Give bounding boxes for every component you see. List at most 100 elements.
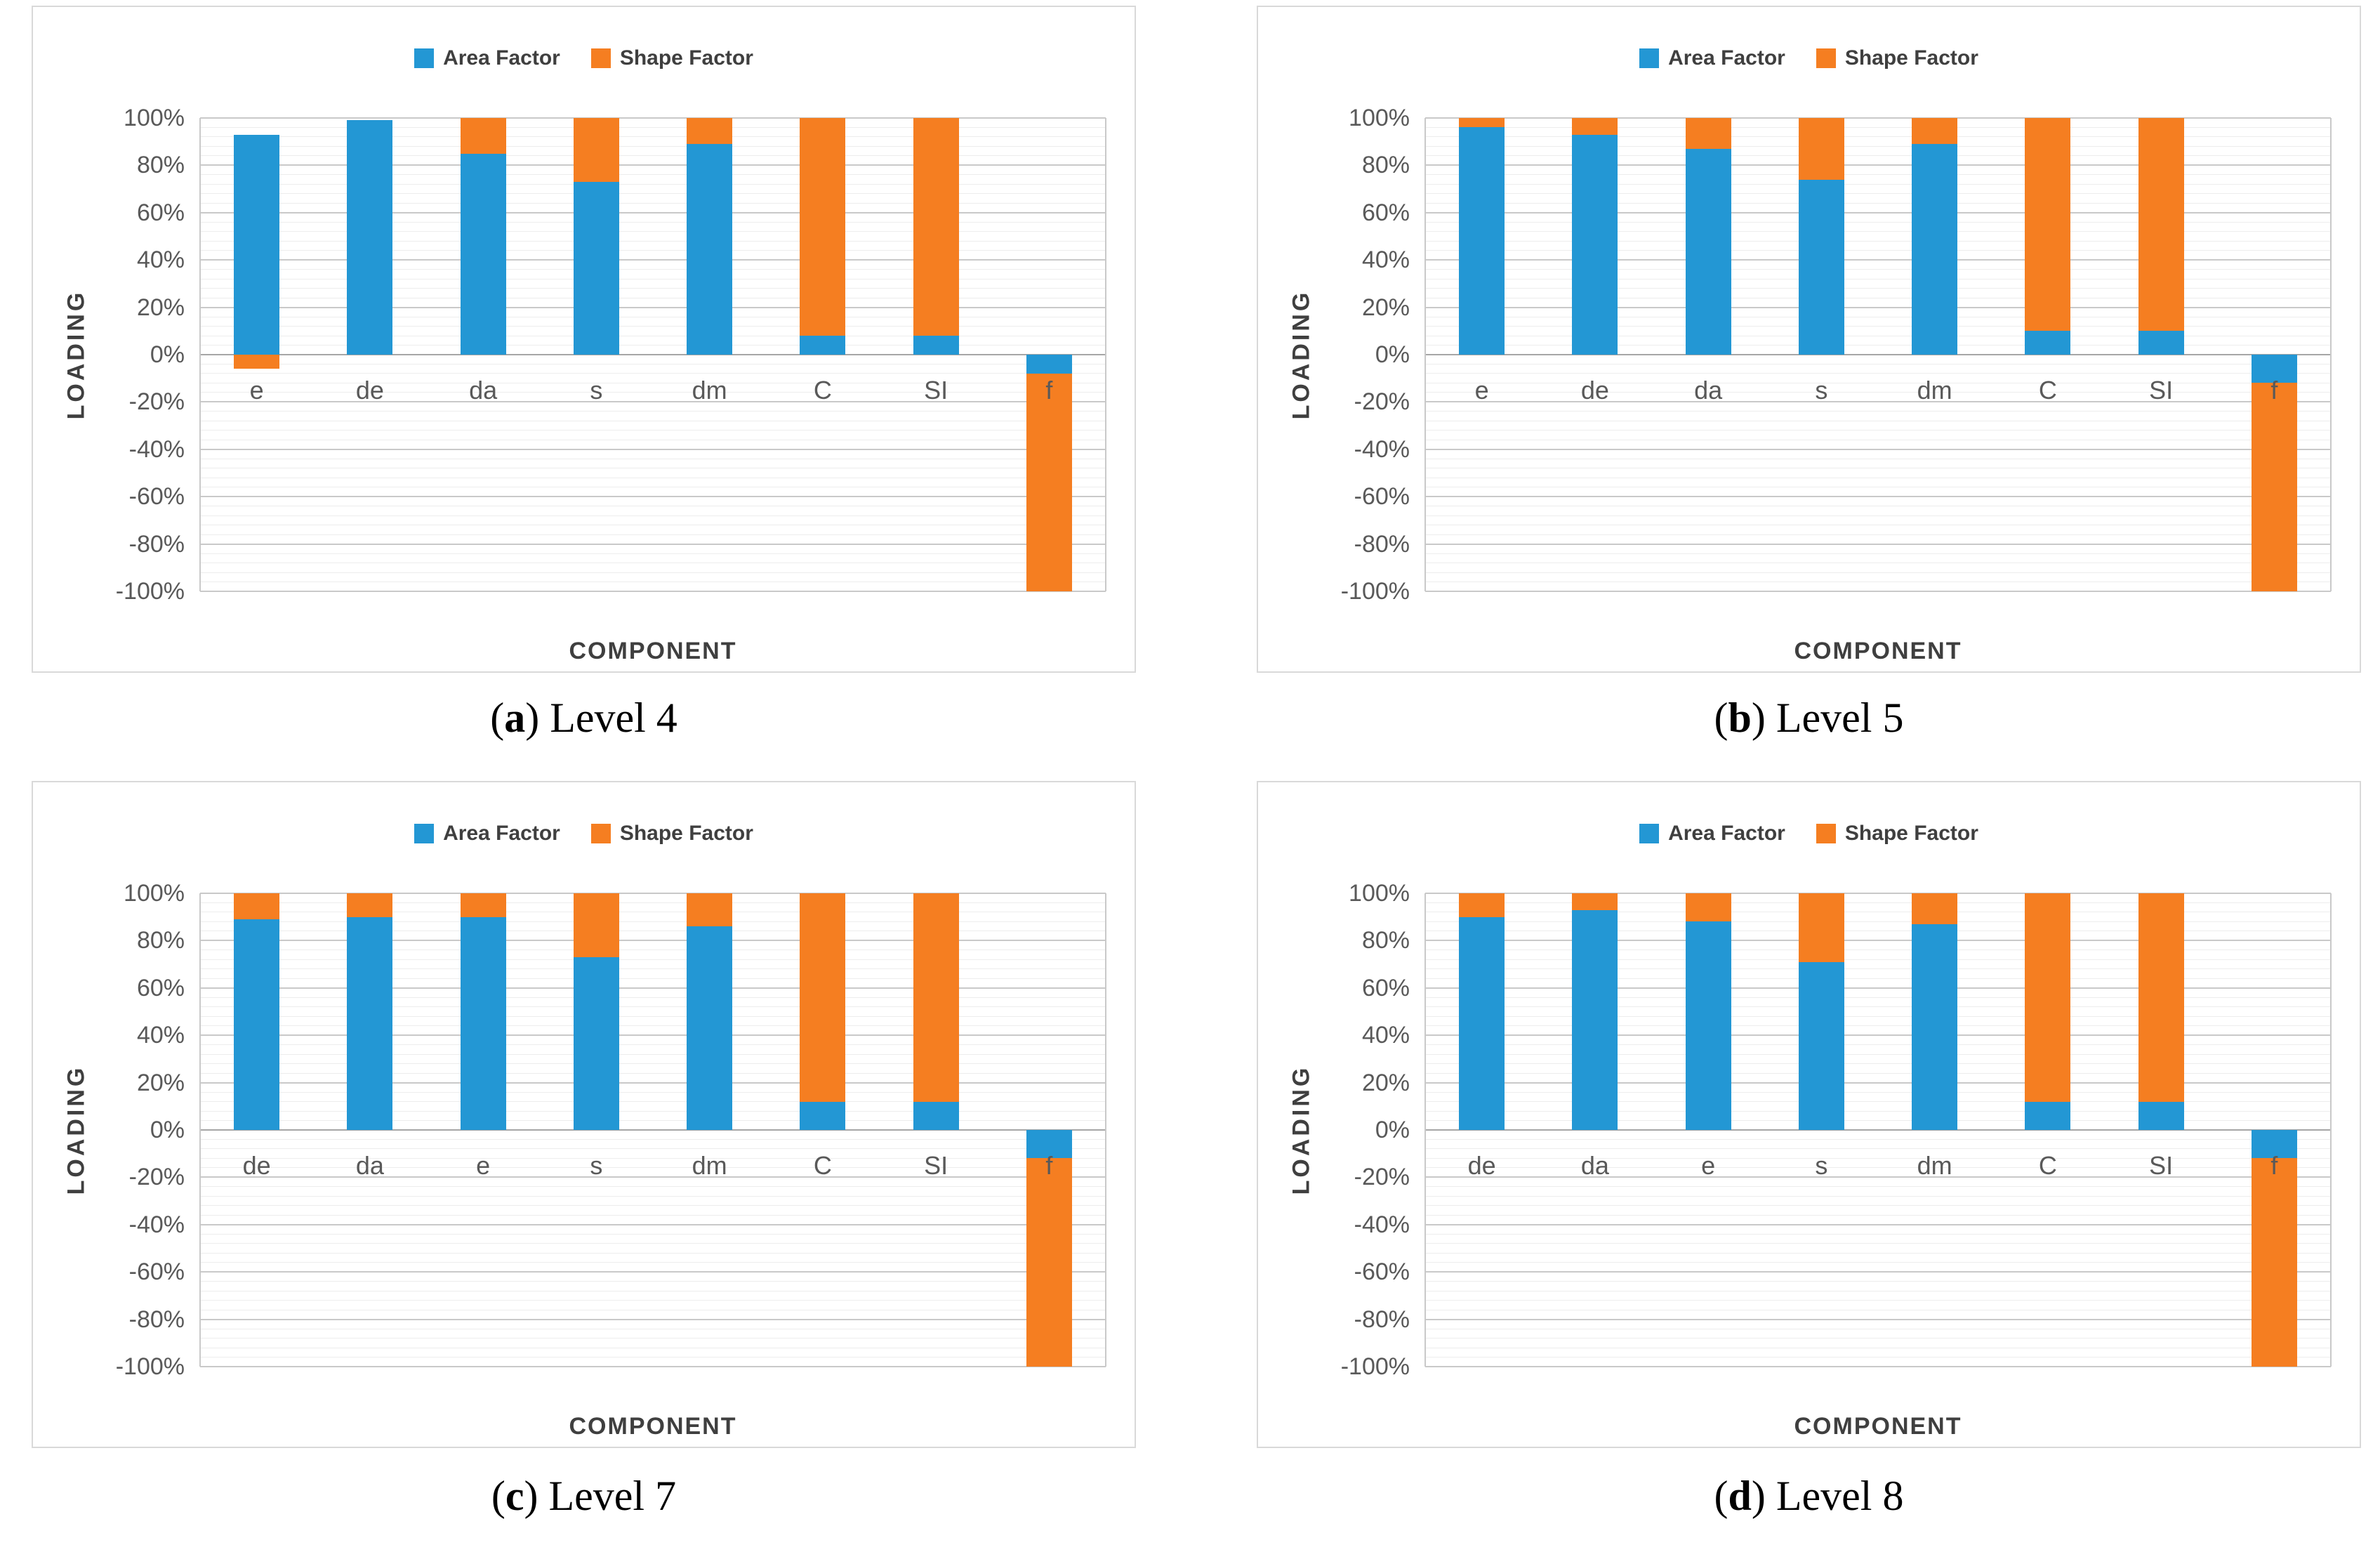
shape-factor-swatch-icon	[590, 824, 611, 843]
minor-gridline	[1425, 411, 2331, 412]
minor-gridline	[1425, 231, 2331, 232]
minor-gridline	[1425, 1044, 2331, 1046]
bar-segment-area-factor-C	[800, 336, 846, 355]
y-tick-label: 80%	[136, 152, 185, 179]
y-tick-label: 60%	[136, 974, 185, 1001]
minor-gridline	[1425, 902, 2331, 903]
y-tick-label: 0%	[150, 341, 185, 368]
y-tick-label: -100%	[115, 1353, 185, 1380]
minor-gridline	[1425, 1120, 2331, 1122]
minor-gridline	[200, 1233, 1106, 1235]
shape-factor-swatch-icon	[1816, 48, 1836, 68]
x-category-label: SI	[924, 1150, 948, 1180]
legend-item: Area Factor	[1639, 822, 1785, 846]
caption-label: Level 7	[548, 1473, 677, 1519]
minor-gridline	[1425, 1053, 2331, 1055]
minor-gridline	[200, 1063, 1106, 1065]
minor-gridline	[200, 997, 1106, 998]
major-gridline	[1425, 1271, 2331, 1273]
major-gridline	[1425, 1318, 2331, 1320]
bar-segment-area-factor-SI	[913, 336, 959, 355]
caption-close: )	[1751, 695, 1766, 741]
caption-letter: d	[1728, 1473, 1752, 1519]
plot-right-edge	[2330, 893, 2332, 1367]
minor-gridline	[200, 1015, 1106, 1017]
minor-gridline	[1425, 392, 2331, 393]
legend-label: Area Factor	[443, 46, 560, 70]
minor-gridline	[200, 126, 1106, 128]
y-tick-label: -100%	[115, 578, 185, 605]
major-gridline	[1425, 164, 2331, 166]
minor-gridline	[200, 202, 1106, 204]
minor-gridline	[1425, 1300, 2331, 1301]
minor-gridline	[1425, 1214, 2331, 1216]
major-gridline	[1425, 1366, 2331, 1367]
y-tick-label: -20%	[128, 1164, 185, 1191]
bar-segment-area-factor-e	[1685, 921, 1731, 1130]
minor-gridline	[1425, 1072, 2331, 1074]
minor-gridline	[200, 1120, 1106, 1122]
caption-letter: b	[1728, 695, 1752, 741]
bar-segment-shape-factor-da	[347, 893, 393, 917]
minor-gridline	[1425, 1205, 2331, 1207]
x-category-label: e	[1474, 375, 1489, 405]
minor-gridline	[200, 155, 1106, 157]
zero-axis-line	[200, 1129, 1106, 1131]
minor-gridline	[1425, 921, 2331, 922]
minor-gridline	[200, 1262, 1106, 1263]
y-tick-label: 0%	[1375, 1117, 1410, 1143]
bar-segment-area-factor-dm	[687, 926, 733, 1130]
y-tick-label: -20%	[128, 388, 185, 416]
y-tick-label: -80%	[128, 1306, 185, 1333]
legend-item: Area Factor	[414, 46, 560, 70]
minor-gridline	[200, 515, 1106, 516]
major-gridline	[1425, 1034, 2331, 1037]
y-tick-label: 20%	[1361, 294, 1410, 321]
major-gridline	[1425, 543, 2331, 545]
caption-open: (	[1714, 695, 1728, 741]
bar-segment-shape-factor-f	[1026, 1158, 1072, 1367]
y-tick-label: 80%	[136, 927, 185, 954]
bar-segment-shape-factor-dm	[1912, 118, 1958, 145]
y-tick-label: 100%	[124, 880, 185, 907]
bar-segment-shape-factor-f	[1026, 373, 1072, 591]
y-tick-label: -80%	[1354, 1306, 1410, 1333]
plot-right-edge	[2330, 118, 2332, 591]
x-category-label: e	[1701, 1150, 1716, 1180]
y-tick-label: -40%	[1354, 1211, 1410, 1238]
major-gridline	[200, 117, 1106, 119]
legend-item: Area Factor	[1639, 46, 1785, 70]
minor-gridline	[200, 1167, 1106, 1169]
bar-segment-area-factor-s	[573, 181, 619, 355]
y-tick-label: 40%	[136, 1022, 185, 1049]
legend-label: Shape Factor	[619, 46, 753, 70]
minor-gridline	[200, 193, 1106, 195]
minor-gridline	[1425, 174, 2331, 176]
minor-gridline	[200, 1053, 1106, 1055]
y-tick-label: -60%	[1354, 1258, 1410, 1286]
bar-segment-area-factor-SI	[2138, 331, 2184, 355]
x-category-label: de	[1467, 1150, 1496, 1180]
x-category-label: f	[2270, 375, 2278, 405]
bar-segment-area-factor-da	[460, 153, 506, 355]
x-category-label: s	[590, 1150, 603, 1180]
plot-left-edge	[1424, 893, 1426, 1367]
y-tick-label: 20%	[136, 1069, 185, 1096]
major-gridline	[200, 591, 1106, 592]
minor-gridline	[200, 581, 1106, 583]
major-gridline	[200, 893, 1106, 894]
minor-gridline	[1425, 581, 2331, 583]
bar-segment-shape-factor-da	[460, 118, 506, 154]
minor-gridline	[200, 978, 1106, 979]
bar-segment-area-factor-s	[1798, 961, 1844, 1130]
minor-gridline	[200, 221, 1106, 223]
y-tick-label: 80%	[1361, 152, 1410, 179]
legend-item: Area Factor	[414, 822, 560, 846]
bar-segment-area-factor-SI	[913, 1101, 959, 1130]
bar-segment-shape-factor-SI	[913, 118, 959, 336]
minor-gridline	[200, 1300, 1106, 1301]
x-category-label: C	[2038, 375, 2057, 405]
caption-open: (	[491, 1473, 505, 1519]
minor-gridline	[200, 1101, 1106, 1103]
major-gridline	[1425, 940, 2331, 942]
